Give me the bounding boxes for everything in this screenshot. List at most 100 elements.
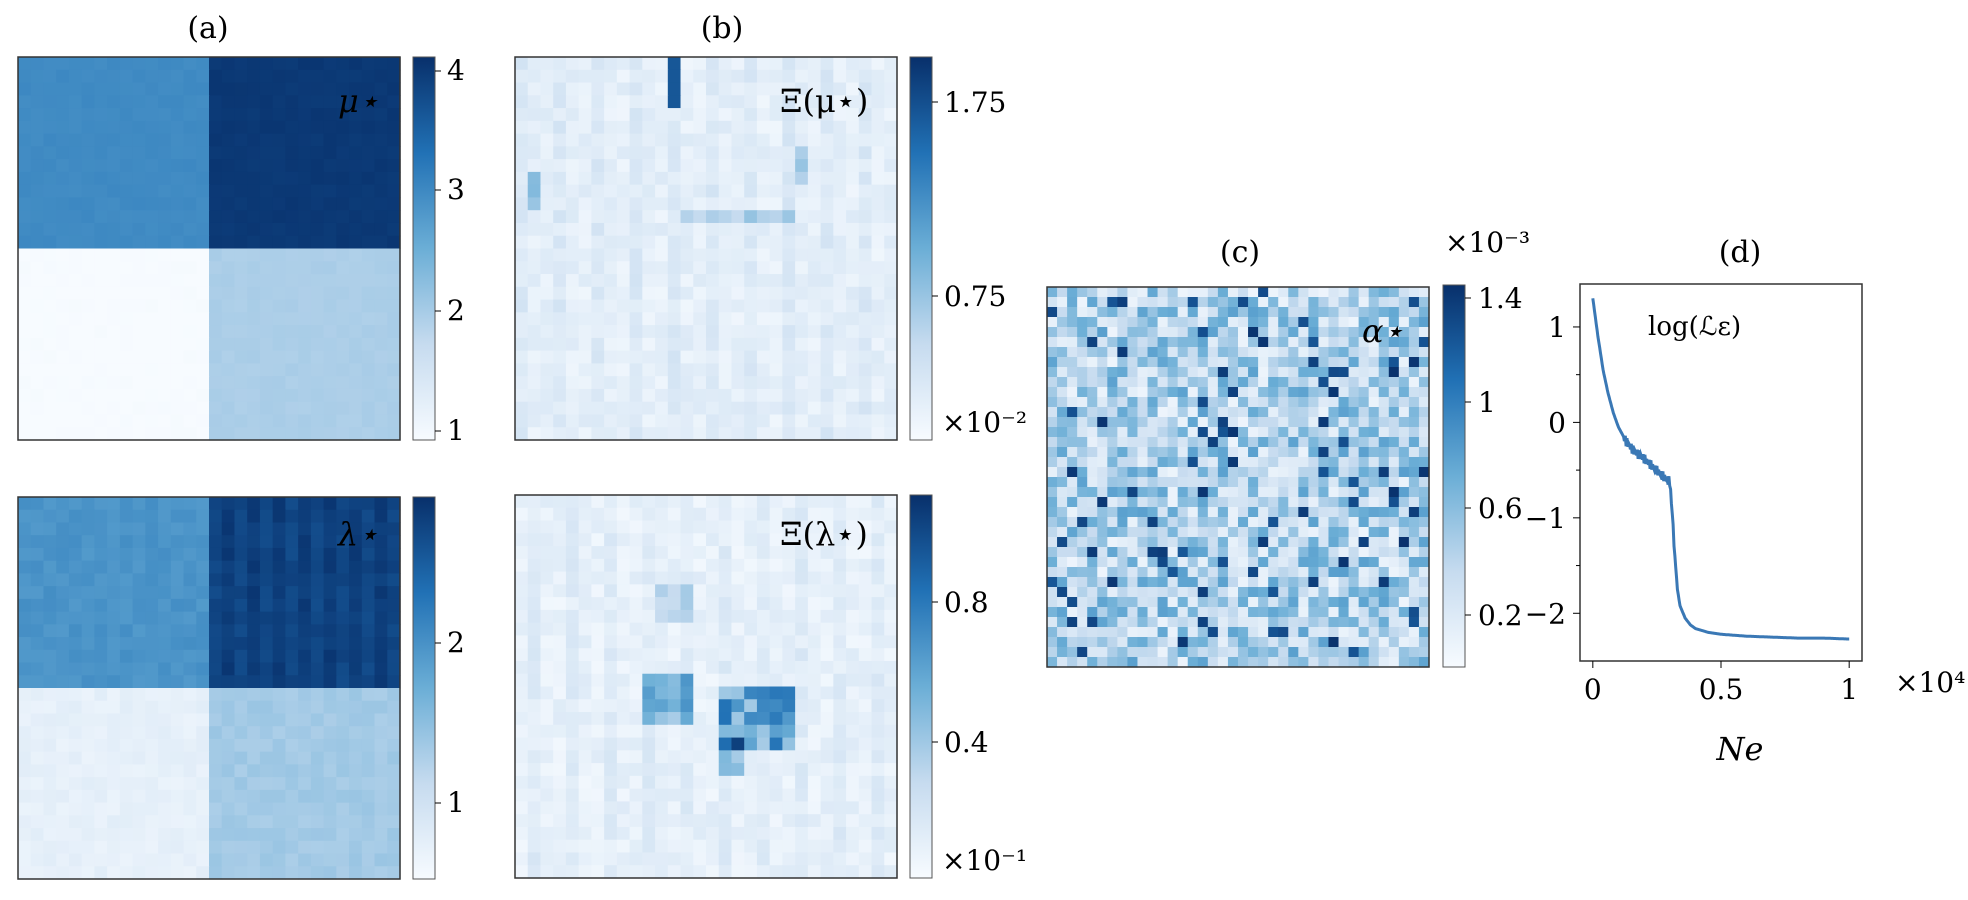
heatmap-cell [1157,627,1169,638]
heatmap-cell [145,726,159,740]
heatmap-cell [871,95,885,109]
heatmap-cell [1258,597,1269,608]
heatmap-cell [221,522,236,536]
heatmap-cell [158,535,172,549]
heatmap-cell [1368,377,1380,388]
heatmap-cell [680,274,694,288]
heatmap-cell [1147,637,1159,648]
heatmap-cell [718,95,733,109]
heatmap-cell [680,801,694,815]
heatmap-cell [629,686,643,700]
heatmap-cell [1147,547,1159,558]
heatmap-cell [680,146,694,160]
heatmap-cell [846,737,860,751]
heatmap-cell [1097,617,1108,628]
heatmap-cell [1177,377,1189,388]
heatmap-cell [858,299,873,313]
heatmap-cell [298,248,312,262]
heatmap-cell [616,865,631,879]
heatmap-cell [807,120,822,135]
heatmap-cell [158,713,172,727]
heatmap-cell [183,637,197,651]
heatmap-cell [769,507,783,522]
heatmap-cell [1187,307,1199,318]
heatmap-cell [706,826,720,841]
heatmap-cell [782,388,796,403]
heatmap-cell [846,146,860,160]
heatmap-cell [629,299,643,313]
heatmap-cell [374,611,388,625]
heatmap-cell [1227,357,1239,368]
heatmap-cell [527,222,542,237]
heatmap-cell [361,560,376,574]
heatmap-cell [1057,307,1068,318]
heatmap-cell [1358,557,1370,568]
heatmap-cell [68,866,83,880]
heatmap-cell [744,839,758,854]
heatmap-cell [1167,627,1179,638]
heatmap-cell [1217,317,1229,328]
heatmap-cell [1318,297,1330,308]
heatmap-cell [183,535,197,549]
heatmap-cell [706,495,720,509]
heatmap-cell [731,852,745,866]
heatmap-cell [769,826,783,841]
heatmap-cell [1298,577,1309,588]
heatmap-cell [604,363,618,377]
heatmap-cell [731,814,745,828]
heatmap-cell [731,325,745,339]
heatmap-cell [515,660,529,675]
heatmap-cell [1057,507,1068,518]
heatmap-cell [81,133,95,147]
heatmap-cell [565,546,580,560]
heatmap-cell [756,648,771,662]
heatmap-cell [298,777,312,791]
heatmap-cell [1117,547,1129,558]
heatmap-cell [68,662,83,676]
heatmap-cell [323,286,337,301]
heatmap-cell [259,764,274,778]
heatmap-cell [1288,617,1299,628]
heatmap-cell [871,133,885,147]
heatmap-cell [795,274,809,288]
heatmap-cell [1398,487,1410,498]
heatmap-cell [1308,387,1320,398]
heatmap-cell [1097,507,1108,518]
heatmap-cell [515,427,529,441]
heatmap-cell [1338,527,1350,538]
heatmap-cell [795,763,809,777]
heatmap-cell [81,828,95,842]
heatmap-cell [1338,407,1350,418]
heatmap-cell [1137,367,1149,378]
heatmap-cell [145,700,159,715]
heatmap-cell [1197,287,1209,298]
heatmap-cell [310,497,325,511]
heatmap-cell [578,69,592,84]
heatmap-cell [247,815,261,829]
heatmap-cell [285,637,299,651]
heatmap-cell [1147,607,1159,618]
heatmap-cell [769,571,783,585]
heatmap-cell [731,95,745,109]
heatmap-cell [30,560,45,574]
heatmap-cell [221,611,236,625]
heatmap-cell [1137,327,1149,338]
heatmap-cell [718,597,733,611]
heatmap-cell [744,635,758,649]
heatmap-cell [18,535,32,549]
heatmap-cell [1288,417,1299,428]
heatmap-cell [1238,447,1249,458]
heatmap-cell [336,363,350,377]
heatmap-cell [629,520,643,534]
heatmap-cell [642,388,656,403]
heatmap-cell [642,801,656,815]
heatmap-cell [1057,557,1068,568]
heatmap-cell [1408,587,1420,598]
heatmap-cell [718,108,733,122]
heatmap-cell [1378,497,1390,508]
heatmap-cell [387,108,401,122]
heatmap-cell [119,713,134,727]
heatmap-cell [247,133,261,147]
heatmap-cell [515,401,529,416]
heatmap-cell [298,738,312,753]
